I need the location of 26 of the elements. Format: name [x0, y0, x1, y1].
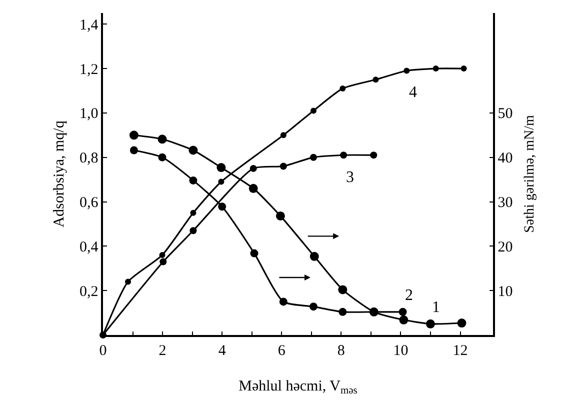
y2-tick-label: 30	[498, 195, 513, 212]
x-tick-label: 12	[452, 342, 468, 359]
x-tick-label: 8	[337, 342, 345, 359]
x-tick-label: 0	[99, 342, 107, 359]
series-label: 2	[405, 287, 413, 304]
series-label: 4	[409, 84, 417, 101]
x-tick-label: 6	[278, 342, 286, 359]
y2-axis-title: Səthi gərilmə, mN/m	[522, 114, 538, 233]
x-axis-title: Məhlul həcmi, V$_{məs}$	[238, 378, 358, 396]
y-tick-label: 0,8	[80, 150, 98, 167]
y2-tick-label: 50	[498, 106, 513, 122]
y-tick-label: 0,2	[80, 284, 98, 300]
y-axis-title: Adsorbsiya, mq/q	[51, 120, 68, 228]
y2-tick-label: 20	[498, 239, 513, 256]
x-tick-label: 4	[218, 342, 226, 359]
x-tick-label: 10	[393, 342, 408, 359]
y2-tick-label: 40	[498, 150, 513, 167]
series-label: 1	[432, 299, 440, 316]
series-label: 3	[346, 169, 354, 186]
x-tick-label: 2	[158, 342, 166, 359]
y-tick-label: 0,4	[80, 239, 99, 256]
y-tick-label: 1,0	[80, 106, 98, 122]
y-tick-label: 1,2	[80, 62, 98, 78]
y-tick-label: 1,4	[80, 17, 99, 34]
y-tick-label: 0,6	[80, 195, 99, 212]
y2-tick-label: 10	[498, 284, 513, 300]
